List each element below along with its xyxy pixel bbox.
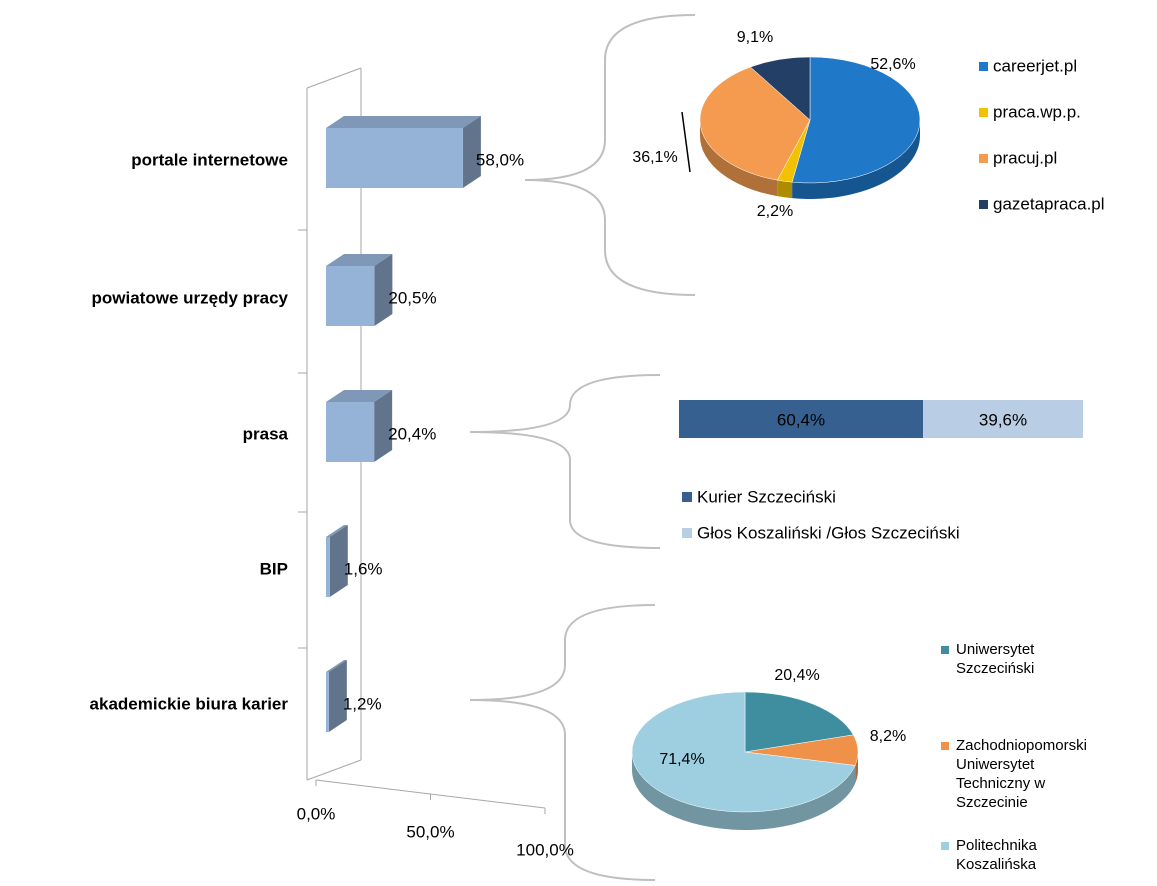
value-label: 20,4% [388, 424, 436, 443]
legend-marker [941, 842, 949, 850]
bar-side [329, 525, 348, 597]
legend-label: pracuj.pl [993, 148, 1057, 167]
value-label: 39,6% [979, 410, 1027, 429]
pie-slice [699, 66, 811, 181]
legend-marker [979, 62, 988, 71]
legend-marker [979, 108, 988, 117]
legend-label: Kurier Szczeciński [697, 487, 836, 506]
legend-marker [941, 646, 949, 654]
bar [326, 266, 375, 326]
value-label: 9,1% [737, 29, 773, 46]
pie-slice-side [792, 120, 920, 199]
bar [326, 672, 329, 732]
bar-side [374, 390, 393, 462]
bar [326, 128, 463, 188]
value-label: 1,6% [344, 559, 383, 578]
legend-label: Zachodniopomorski Uniwersytet Techniczny… [956, 737, 1087, 811]
legend-label: Uniwersytet Szczeciński [956, 641, 1035, 677]
pie-slice [631, 691, 856, 813]
value-label: 20,4% [774, 667, 819, 684]
pie-slice-side [777, 180, 793, 199]
value-label: 36,1% [632, 149, 677, 166]
legend-label: careerjet.pl [993, 56, 1077, 75]
braces [469, 14, 696, 881]
leader-line [681, 111, 691, 173]
value-label: 71,4% [659, 751, 704, 768]
bar-top [326, 116, 481, 128]
legend-marker [979, 154, 988, 163]
bar-top [326, 525, 348, 537]
bar-side [462, 116, 481, 188]
legend-label: Głos Koszaliński /Głos Szczeciński [697, 523, 960, 542]
category-label: akademickie biura karier [90, 694, 289, 713]
value-label: 58,0% [476, 150, 524, 169]
x-tick-label: 0,0% [297, 804, 336, 823]
value-label: 60,4% [777, 410, 825, 429]
bar-side [328, 660, 347, 732]
bar [326, 537, 330, 597]
pie-slice [749, 56, 811, 121]
value-label: 52,6% [870, 56, 915, 73]
legend-marker [979, 200, 988, 209]
frame-line [306, 759, 362, 781]
legend-label: Politechnika Koszalińska [956, 837, 1037, 873]
brace [469, 374, 661, 549]
category-label: portale internetowe [131, 150, 288, 169]
bar-top [326, 254, 393, 266]
legend-marker [682, 528, 692, 538]
value-label: 8,2% [870, 728, 906, 745]
value-label: 1,2% [343, 694, 382, 713]
pie-slice-side [700, 120, 778, 197]
value-label: 2,2% [757, 203, 793, 220]
legend-label: gazetapraca.pl [993, 194, 1105, 213]
category-label: BIP [260, 559, 288, 578]
legend-marker [682, 492, 692, 502]
brace [469, 604, 656, 881]
pie-slice-side [632, 752, 856, 831]
frame-line [306, 67, 362, 89]
bar-side [374, 254, 393, 326]
pie-slice [791, 56, 921, 184]
x-tick-label: 100,0% [516, 840, 574, 859]
brace [524, 14, 696, 296]
category-label: prasa [243, 424, 289, 443]
bar-segment [679, 400, 924, 438]
x-tick-label: 50,0% [406, 822, 454, 841]
bar [326, 402, 375, 462]
bar-top [326, 660, 347, 672]
bar-top [326, 390, 393, 402]
value-label: 20,5% [388, 288, 436, 307]
legend-label: praca.wp.p. [993, 102, 1081, 121]
bar-segment [923, 400, 1083, 438]
legend-marker [941, 742, 949, 750]
pie-slice [744, 691, 854, 753]
category-label: powiatowe urzędy pracy [92, 288, 289, 307]
x-axis [315, 779, 546, 809]
